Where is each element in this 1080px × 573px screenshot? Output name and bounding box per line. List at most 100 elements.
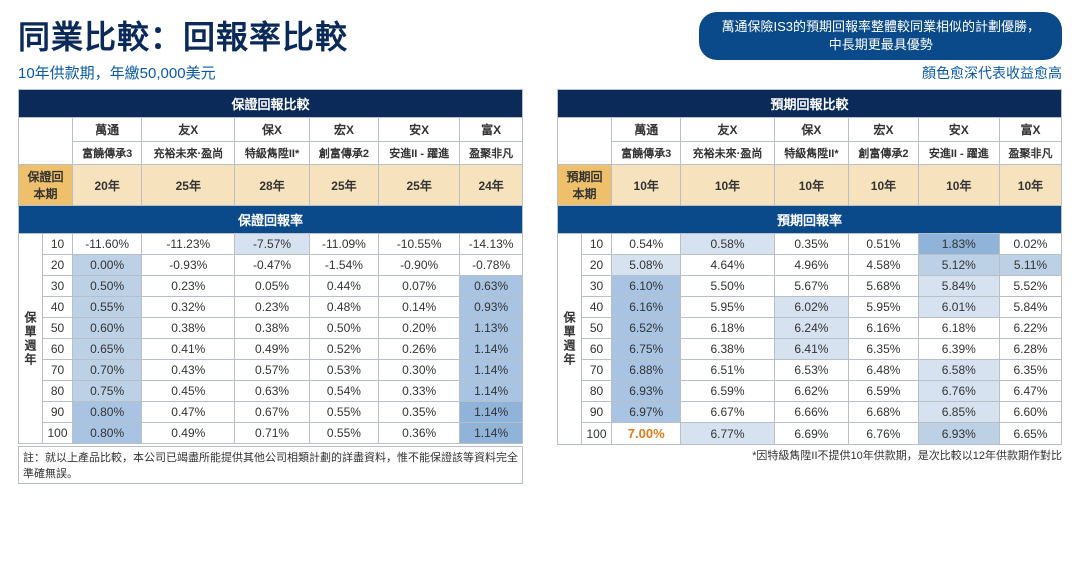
left-company-3: 宏X <box>309 118 378 142</box>
left-cell-r7-c1: 0.45% <box>142 381 235 402</box>
left-cell-r9-c2: 0.71% <box>235 423 309 444</box>
pill-line2: 中長期更最具優勢 <box>829 37 933 52</box>
highlight-pill: 萬通保險IS3的預期回報率整體較同業相似的計劃優勝， 中長期更最具優勢 <box>699 12 1062 60</box>
right-cell-r6-c3: 6.48% <box>849 360 918 381</box>
right-cell-r7-c0: 6.93% <box>612 381 681 402</box>
right-cell-r4-c3: 6.16% <box>849 318 918 339</box>
left-cell-r4-c0: 0.60% <box>73 318 142 339</box>
right-year-70: 70 <box>582 360 612 381</box>
right-plan-1: 充裕未來·盈尚 <box>681 142 774 165</box>
right-year-10: 10 <box>582 234 612 255</box>
left-band: 保證回報比較 <box>19 90 523 118</box>
left-company-0: 萬通 <box>73 118 142 142</box>
left-table: 保證回報比較萬通友X保X宏X安X富X富饒傳承3充裕未來·盈尚特級雋陞II*創富傳… <box>18 89 523 444</box>
left-cell-r7-c3: 0.54% <box>309 381 378 402</box>
corner-blank <box>558 118 612 165</box>
left-breakeven-label: 保證回本期 <box>19 165 73 206</box>
right-cell-r5-c5: 6.28% <box>999 339 1061 360</box>
left-year-40: 40 <box>43 297 73 318</box>
left-cell-r6-c4: 0.30% <box>379 360 460 381</box>
right-cell-r9-c5: 6.65% <box>999 423 1061 445</box>
right-cell-r1-c0: 5.08% <box>612 255 681 276</box>
left-footnote: 註：就以上產品比較，本公司已竭盡所能提供其他公司相類計劃的詳盡資料，惟不能保證該… <box>18 446 523 484</box>
left-company-1: 友X <box>142 118 235 142</box>
left-cell-r3-c5: 0.93% <box>460 297 523 318</box>
right-cell-r7-c3: 6.59% <box>849 381 918 402</box>
right-cell-r1-c3: 4.58% <box>849 255 918 276</box>
right-rate-band: 預期回報率 <box>558 206 1062 234</box>
left-cell-r7-c0: 0.75% <box>73 381 142 402</box>
left-year-70: 70 <box>43 360 73 381</box>
right-cell-r2-c5: 5.52% <box>999 276 1061 297</box>
right-company-0: 萬通 <box>612 118 681 142</box>
right-band: 預期回報比較 <box>558 90 1062 118</box>
right-cell-r7-c1: 6.59% <box>681 381 774 402</box>
left-cell-r0-c3: -11.09% <box>309 234 378 255</box>
left-cell-r3-c0: 0.55% <box>73 297 142 318</box>
left-cell-r5-c4: 0.26% <box>379 339 460 360</box>
left-cell-r5-c2: 0.49% <box>235 339 309 360</box>
right-cell-r1-c4: 5.12% <box>918 255 999 276</box>
subtitle: 10年供款期，年繳50,000美元 <box>18 62 216 83</box>
right-cell-r9-c3: 6.76% <box>849 423 918 445</box>
right-year-100: 100 <box>582 423 612 445</box>
right-year-30: 30 <box>582 276 612 297</box>
right-cell-r1-c5: 5.11% <box>999 255 1061 276</box>
left-breakeven-4: 25年 <box>379 165 460 206</box>
right-cell-r2-c1: 5.50% <box>681 276 774 297</box>
left-cell-r0-c2: -7.57% <box>235 234 309 255</box>
left-cell-r1-c2: -0.47% <box>235 255 309 276</box>
left-cell-r2-c3: 0.44% <box>309 276 378 297</box>
left-plan-2: 特級雋陞II* <box>235 142 309 165</box>
right-year-60: 60 <box>582 339 612 360</box>
right-cell-r6-c0: 6.88% <box>612 360 681 381</box>
left-cell-r2-c4: 0.07% <box>379 276 460 297</box>
right-cell-r6-c1: 6.51% <box>681 360 774 381</box>
left-cell-r8-c1: 0.47% <box>142 402 235 423</box>
left-plan-1: 充裕未來·盈尚 <box>142 142 235 165</box>
left-side-label: 保單週年 <box>19 234 43 444</box>
left-cell-r8-c4: 0.35% <box>379 402 460 423</box>
right-cell-r0-c5: 0.02% <box>999 234 1061 255</box>
left-year-80: 80 <box>43 381 73 402</box>
right-cell-r2-c2: 5.67% <box>774 276 849 297</box>
right-cell-r9-c2: 6.69% <box>774 423 849 445</box>
right-company-3: 宏X <box>849 118 918 142</box>
right-cell-r7-c2: 6.62% <box>774 381 849 402</box>
right-cell-r3-c5: 5.84% <box>999 297 1061 318</box>
right-breakeven-0: 10年 <box>612 165 681 206</box>
right-cell-r2-c0: 6.10% <box>612 276 681 297</box>
left-cell-r4-c4: 0.20% <box>379 318 460 339</box>
left-cell-r2-c0: 0.50% <box>73 276 142 297</box>
left-cell-r0-c0: -11.60% <box>73 234 142 255</box>
left-year-20: 20 <box>43 255 73 276</box>
right-cell-r2-c4: 5.84% <box>918 276 999 297</box>
left-cell-r1-c5: -0.78% <box>460 255 523 276</box>
left-year-60: 60 <box>43 339 73 360</box>
right-cell-r6-c4: 6.58% <box>918 360 999 381</box>
left-cell-r0-c1: -11.23% <box>142 234 235 255</box>
left-cell-r4-c5: 1.13% <box>460 318 523 339</box>
left-cell-r3-c2: 0.23% <box>235 297 309 318</box>
left-cell-r2-c1: 0.23% <box>142 276 235 297</box>
right-plan-0: 富饒傳承3 <box>612 142 681 165</box>
right-cell-r0-c4: 1.83% <box>918 234 999 255</box>
right-cell-r3-c2: 6.02% <box>774 297 849 318</box>
right-cell-r5-c4: 6.39% <box>918 339 999 360</box>
left-cell-r6-c3: 0.53% <box>309 360 378 381</box>
left-cell-r0-c4: -10.55% <box>379 234 460 255</box>
right-cell-r4-c1: 6.18% <box>681 318 774 339</box>
left-cell-r9-c0: 0.80% <box>73 423 142 444</box>
left-cell-r6-c2: 0.57% <box>235 360 309 381</box>
left-cell-r8-c3: 0.55% <box>309 402 378 423</box>
right-year-20: 20 <box>582 255 612 276</box>
left-company-5: 富X <box>460 118 523 142</box>
left-plan-0: 富饒傳承3 <box>73 142 142 165</box>
left-cell-r5-c0: 0.65% <box>73 339 142 360</box>
left-cell-r4-c1: 0.38% <box>142 318 235 339</box>
right-breakeven-1: 10年 <box>681 165 774 206</box>
left-cell-r9-c5: 1.14% <box>460 423 523 444</box>
right-company-1: 友X <box>681 118 774 142</box>
left-cell-r9-c3: 0.55% <box>309 423 378 444</box>
left-year-100: 100 <box>43 423 73 444</box>
